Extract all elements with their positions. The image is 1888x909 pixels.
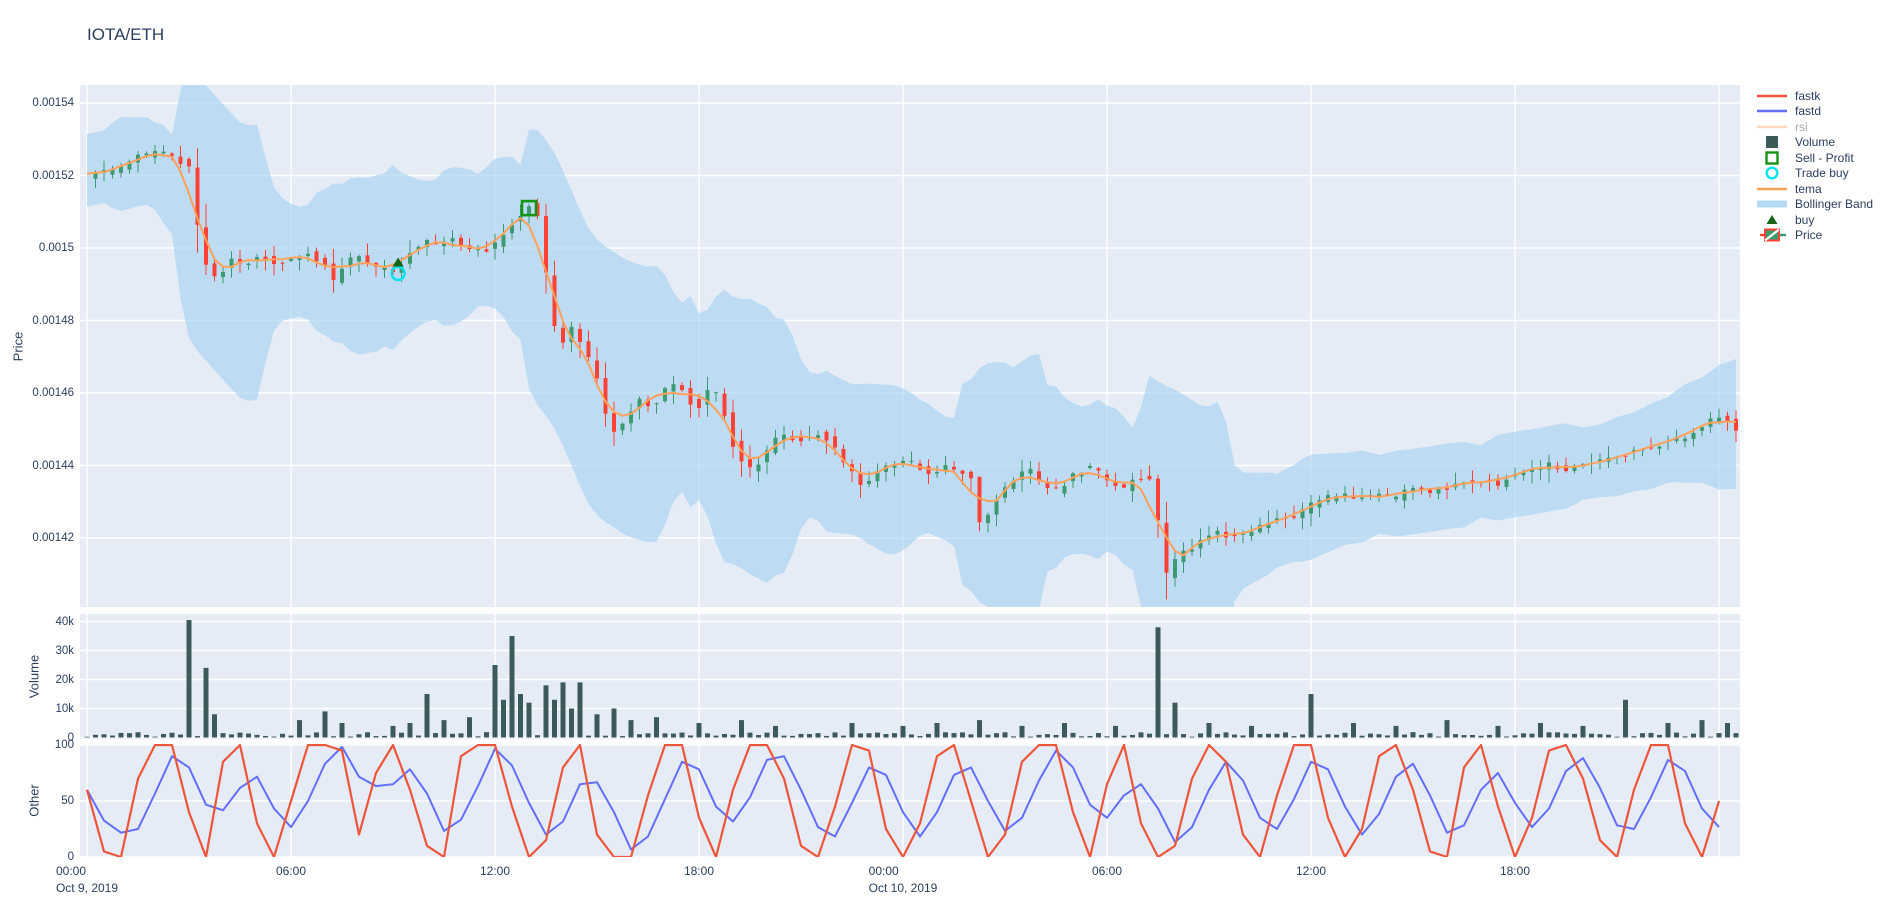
chart-title: IOTA/ETH [87, 25, 165, 44]
oscillator-chart[interactable] [80, 744, 1740, 857]
sell-profit-marker [520, 199, 538, 217]
x-tick-label: 18:00 [1499, 864, 1531, 878]
legend-item-label: Volume [1795, 135, 1836, 150]
volume-tick-label: 30k [55, 644, 74, 657]
x-tick-date: Oct 9, 2019 [55, 881, 119, 895]
legend-item-label: Trade buy [1795, 166, 1849, 181]
price-tick-label: 0.00142 [32, 532, 74, 544]
price-tick-label: 0.00144 [32, 459, 74, 472]
x-tick-label: 00:00 Oct 9, 2019 [55, 864, 119, 895]
legend-item-trade-buy[interactable]: Trade buy [1756, 166, 1873, 182]
legend-item-tema[interactable]: tema [1756, 181, 1873, 197]
legend-item-rsi[interactable]: rsi [1756, 119, 1873, 135]
buy-marker [392, 257, 404, 267]
filled-square-icon [1756, 135, 1788, 149]
price-tick-label: 0.00148 [32, 314, 74, 327]
x-tick-label: 00:00 Oct 10, 2019 [868, 864, 938, 895]
price-tick-label: 0.0015 [38, 242, 74, 254]
legend-item-label: Sell - Profit [1795, 150, 1854, 165]
x-tick-label: 06:00 [275, 864, 307, 878]
open-circle-icon [1756, 166, 1788, 180]
other-tick-label: 50 [61, 795, 74, 807]
price-tick-label: 0.00154 [32, 97, 74, 109]
legend: fastk fastd rsi Volume Sell - Profit Trade bu… [1756, 88, 1873, 243]
line-swatch-icon [1756, 120, 1788, 134]
legend-item-sell-profit[interactable]: Sell - Profit [1756, 150, 1873, 166]
triangle-up-icon [1756, 213, 1788, 227]
legend-item-label: buy [1795, 212, 1815, 227]
x-tick-label: 12:00 [479, 864, 511, 878]
line-swatch-icon [1756, 104, 1788, 118]
legend-item-price[interactable]: Price [1756, 228, 1873, 244]
volume-tick-label: 10k [55, 702, 74, 715]
price-chart[interactable] [80, 85, 1740, 607]
legend-item-volume[interactable]: Volume [1756, 135, 1873, 151]
legend-item-label: Bollinger Band [1795, 197, 1874, 212]
volume-panel[interactable] [80, 614, 1740, 739]
oscillator-panel[interactable] [80, 744, 1740, 857]
candlestick-icon [1756, 228, 1788, 242]
line-swatch-icon [1756, 89, 1788, 103]
trade-buy-marker [390, 265, 406, 282]
legend-item-label: fastk [1795, 88, 1821, 103]
legend-item-fastd[interactable]: fastd [1756, 104, 1873, 120]
volume-chart[interactable] [80, 614, 1740, 739]
x-tick-date: Oct 10, 2019 [868, 881, 938, 895]
legend-item-bollinger-band[interactable]: Bollinger Band [1756, 197, 1873, 213]
x-tick-label: 06:00 [1091, 864, 1123, 878]
legend-item-label: rsi [1795, 119, 1808, 134]
volume-tick-label: 40k [55, 615, 74, 628]
price-panel[interactable] [80, 85, 1740, 607]
x-tick-label: 18:00 [683, 864, 715, 878]
price-axis-title: Price [10, 331, 26, 362]
x-tick-label: 12:00 [1295, 864, 1327, 878]
other-tick-label: 0 [67, 851, 74, 863]
legend-item-buy[interactable]: buy [1756, 212, 1873, 228]
line-swatch-icon [1756, 182, 1788, 196]
volume-tick-label: 0 [67, 731, 74, 744]
band-swatch-icon [1756, 197, 1788, 211]
legend-item-label: tema [1795, 181, 1822, 196]
price-tick-label: 0.00146 [32, 387, 74, 399]
open-square-icon [1756, 151, 1788, 165]
price-tick-label: 0.00152 [32, 169, 74, 182]
legend-item-fastk[interactable]: fastk [1756, 88, 1873, 104]
other-tick-label: 100 [54, 739, 74, 751]
legend-item-label: Price [1795, 228, 1823, 243]
volume-tick-label: 20k [55, 673, 74, 686]
legend-item-label: fastd [1795, 104, 1822, 119]
